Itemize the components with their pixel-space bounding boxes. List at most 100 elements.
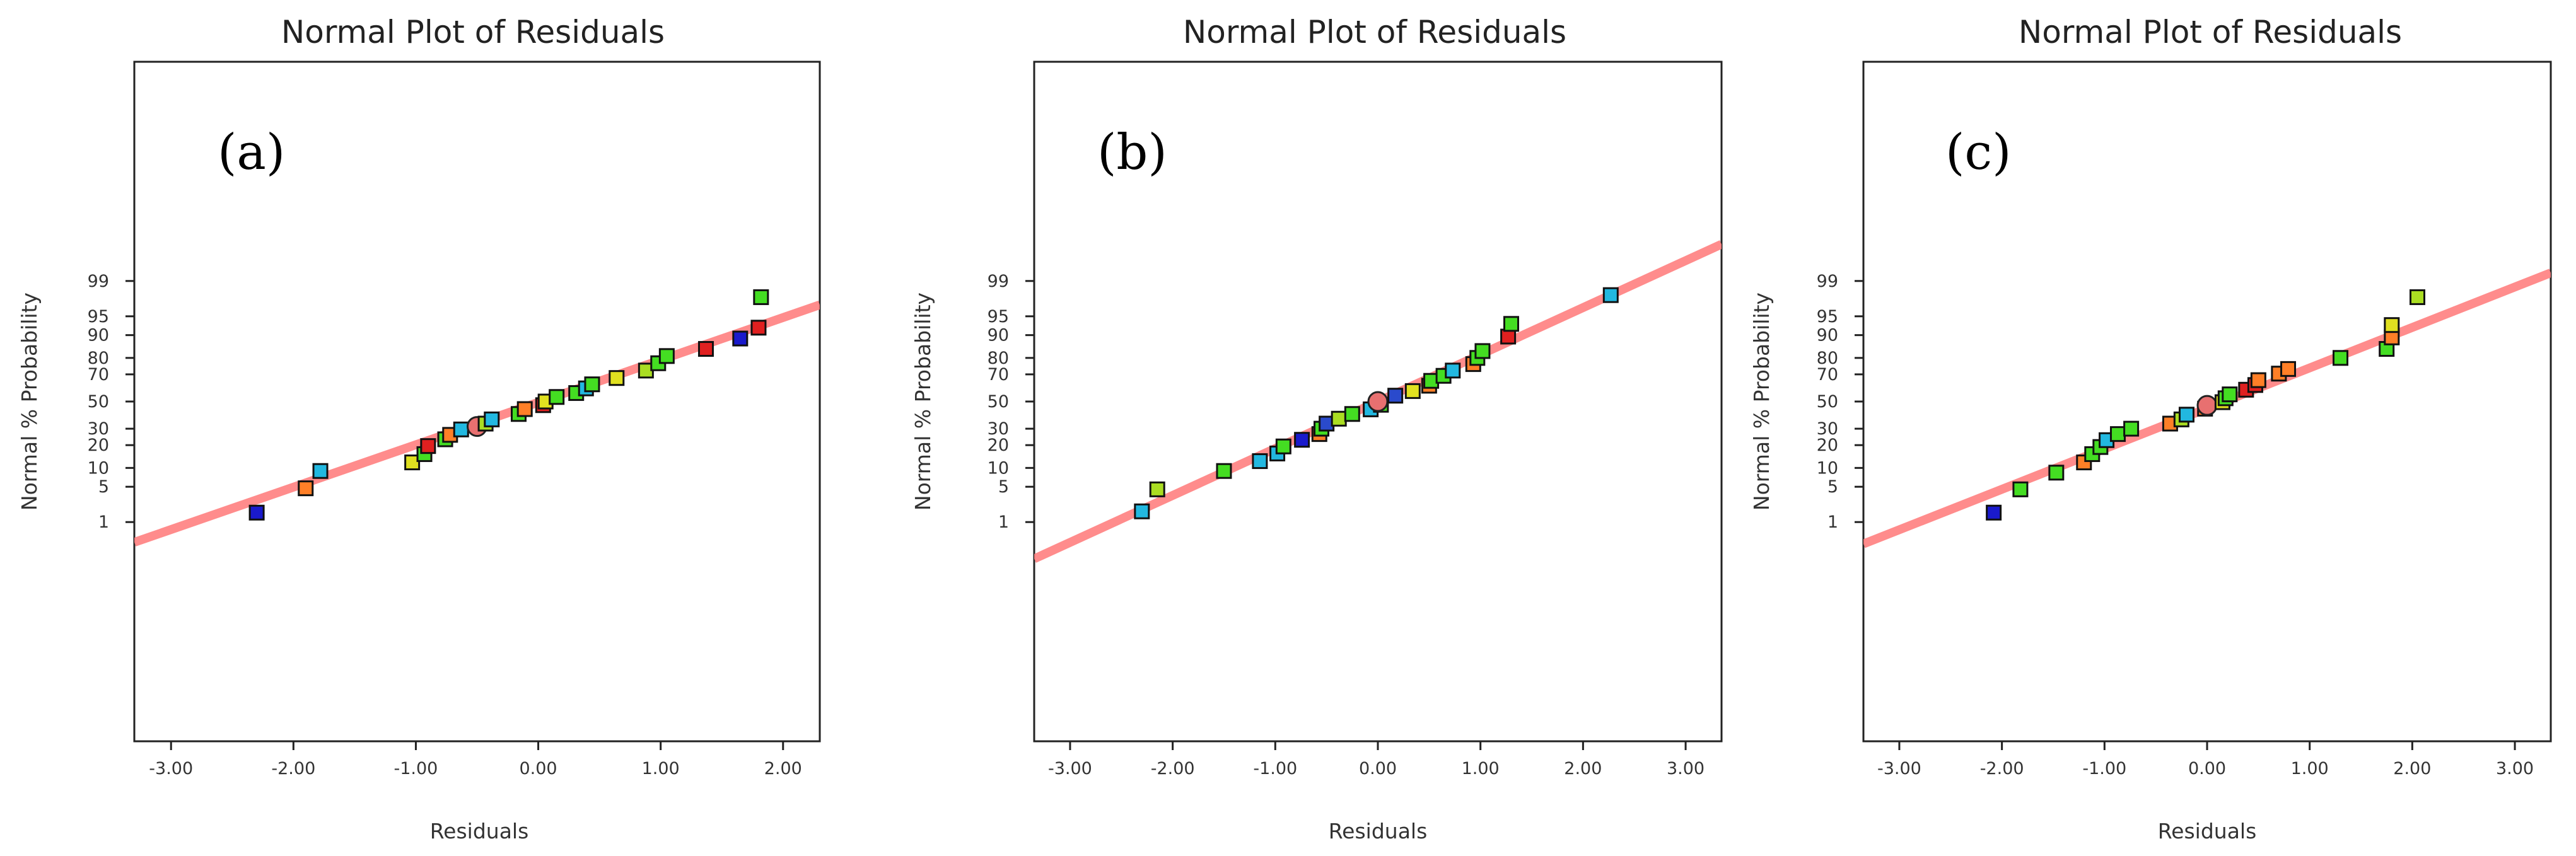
x-tick-label: 0.00 [2188, 759, 2226, 778]
y-tick-label: 10 [1817, 458, 1838, 478]
x-tick-label: -1.00 [1253, 759, 1297, 778]
y-tick-label: 50 [1817, 392, 1838, 412]
data-point [732, 330, 749, 347]
data-point [609, 370, 625, 386]
data-point [420, 438, 436, 454]
data-point [750, 320, 767, 336]
x-tick-label: -1.00 [2082, 759, 2126, 778]
x-ticks: -3.00 -2.00 -1.00 0.00 1.00 2.00 3.00 [1877, 741, 2534, 778]
x-axis-label: Residuals [1329, 819, 1428, 843]
y-tick-label: 99 [88, 272, 109, 291]
data-point [516, 401, 533, 417]
x-tick-label: 3.00 [2496, 759, 2534, 778]
y-tick-label: 99 [1817, 272, 1838, 291]
y-tick-label: 50 [988, 392, 1009, 412]
y-tick-label: 95 [88, 307, 109, 327]
x-tick-label: -2.00 [1980, 759, 2024, 778]
data-point [549, 389, 565, 405]
chart-panel-c: Normal Plot of Residuals (c) Normal % Pr… [1749, 14, 2552, 843]
x-tick-label: 2.00 [1564, 759, 1602, 778]
y-tick-label: 1 [1827, 512, 1838, 532]
data-point [1367, 391, 1389, 412]
y-tick-label: 90 [1817, 326, 1838, 345]
data-point [1134, 503, 1150, 519]
data-point [2012, 481, 2029, 497]
y-axis-label: Normal % Probability [17, 292, 42, 511]
data-point [248, 504, 265, 521]
x-tick-label: 1.00 [642, 759, 680, 778]
y-tick-label: 10 [88, 458, 109, 478]
x-ticks: -3.00 -2.00 -1.00 0.00 1.00 2.00 3.00 [1048, 741, 1705, 778]
y-tick-label: 20 [88, 436, 109, 455]
y-tick-label: 80 [1817, 349, 1838, 368]
data-point [453, 421, 469, 437]
y-tick-label: 99 [988, 272, 1009, 291]
x-axis-label: Residuals [430, 819, 529, 843]
chart-title: Normal Plot of Residuals [2019, 14, 2402, 50]
data-point [2332, 350, 2348, 366]
y-tick-label: 80 [988, 349, 1009, 368]
chart-panel-b: Normal Plot of Residuals (b) Normal % Pr… [911, 14, 1723, 843]
x-tick-label: 1.00 [2291, 759, 2329, 778]
x-tick-label: 2.00 [764, 759, 802, 778]
data-point [1275, 438, 1291, 454]
data-point [404, 454, 421, 471]
data-point [658, 348, 675, 364]
x-tick-label: -2.00 [1151, 759, 1195, 778]
panel-label: (a) [218, 124, 285, 181]
data-point [1986, 504, 2002, 521]
x-axis-label: Residuals [2158, 819, 2257, 843]
data-point [2123, 420, 2140, 437]
x-tick-label: -2.00 [271, 759, 315, 778]
plot-frame [133, 61, 821, 743]
y-tick-label: 5 [1827, 477, 1838, 497]
y-tick-label: 70 [1817, 365, 1838, 385]
panel-label: (c) [1945, 124, 2012, 181]
x-tick-label: 1.00 [1462, 759, 1500, 778]
x-tick-label: 3.00 [1667, 759, 1705, 778]
x-tick-label: 0.00 [1359, 759, 1397, 778]
x-tick-label: -1.00 [394, 759, 438, 778]
y-tick-label: 90 [88, 326, 109, 345]
y-tick-label: 1 [98, 512, 109, 532]
data-point [312, 463, 329, 479]
y-tick-label: 5 [998, 477, 1009, 497]
panel-label: (b) [1097, 124, 1167, 181]
data-point [1252, 453, 1268, 470]
plot-area [134, 289, 820, 547]
chart-panel-a: Normal Plot of Residuals (a) Normal % Pr… [17, 14, 821, 843]
x-tick-label: -3.00 [149, 759, 193, 778]
y-tick-label: 20 [988, 436, 1009, 455]
y-tick-label: 80 [88, 349, 109, 368]
x-tick-label: -3.00 [1877, 759, 1921, 778]
x-tick-label: -3.00 [1048, 759, 1092, 778]
data-point [2196, 395, 2218, 416]
data-point [584, 376, 600, 393]
data-point [1404, 383, 1421, 399]
data-point [2222, 386, 2238, 403]
y-tick-label: 20 [1817, 436, 1838, 455]
data-point [1216, 463, 1232, 479]
y-axis-label: Normal % Probability [1749, 292, 1774, 511]
y-axis-label: Normal % Probability [911, 292, 935, 511]
y-tick-label: 10 [988, 458, 1009, 478]
data-point [1149, 481, 1165, 497]
y-tick-label: 95 [988, 307, 1009, 327]
y-tick-label: 30 [1817, 419, 1838, 439]
data-point [1474, 343, 1491, 359]
y-tick-label: 30 [988, 419, 1009, 439]
x-tick-label: 2.00 [2393, 759, 2431, 778]
data-point [484, 411, 500, 427]
x-ticks: -3.00 -2.00 -1.00 0.00 1.00 2.00 [149, 741, 802, 778]
x-tick-label: 0.00 [519, 759, 557, 778]
data-point [2384, 317, 2400, 333]
chart-title: Normal Plot of Residuals [281, 14, 665, 50]
y-tick-label: 95 [1817, 307, 1838, 327]
data-point [1387, 388, 1404, 404]
data-point [1503, 316, 1519, 332]
data-point [2280, 361, 2297, 377]
